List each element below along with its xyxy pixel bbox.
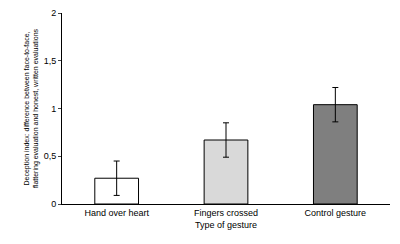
- svg-text:Control gesture: Control gesture: [305, 208, 367, 218]
- svg-text:Deception index: difference be: Deception index: difference between face…: [23, 28, 40, 188]
- svg-text:1,5: 1,5: [44, 56, 57, 66]
- svg-text:0: 0: [51, 199, 56, 209]
- svg-text:0,5: 0,5: [44, 151, 57, 161]
- svg-text:2: 2: [51, 8, 56, 18]
- svg-text:Fingers crossed: Fingers crossed: [194, 208, 258, 218]
- svg-text:Type of gesture: Type of gesture: [195, 220, 257, 230]
- svg-text:1: 1: [51, 104, 56, 114]
- svg-text:Hand over heart: Hand over heart: [84, 208, 149, 218]
